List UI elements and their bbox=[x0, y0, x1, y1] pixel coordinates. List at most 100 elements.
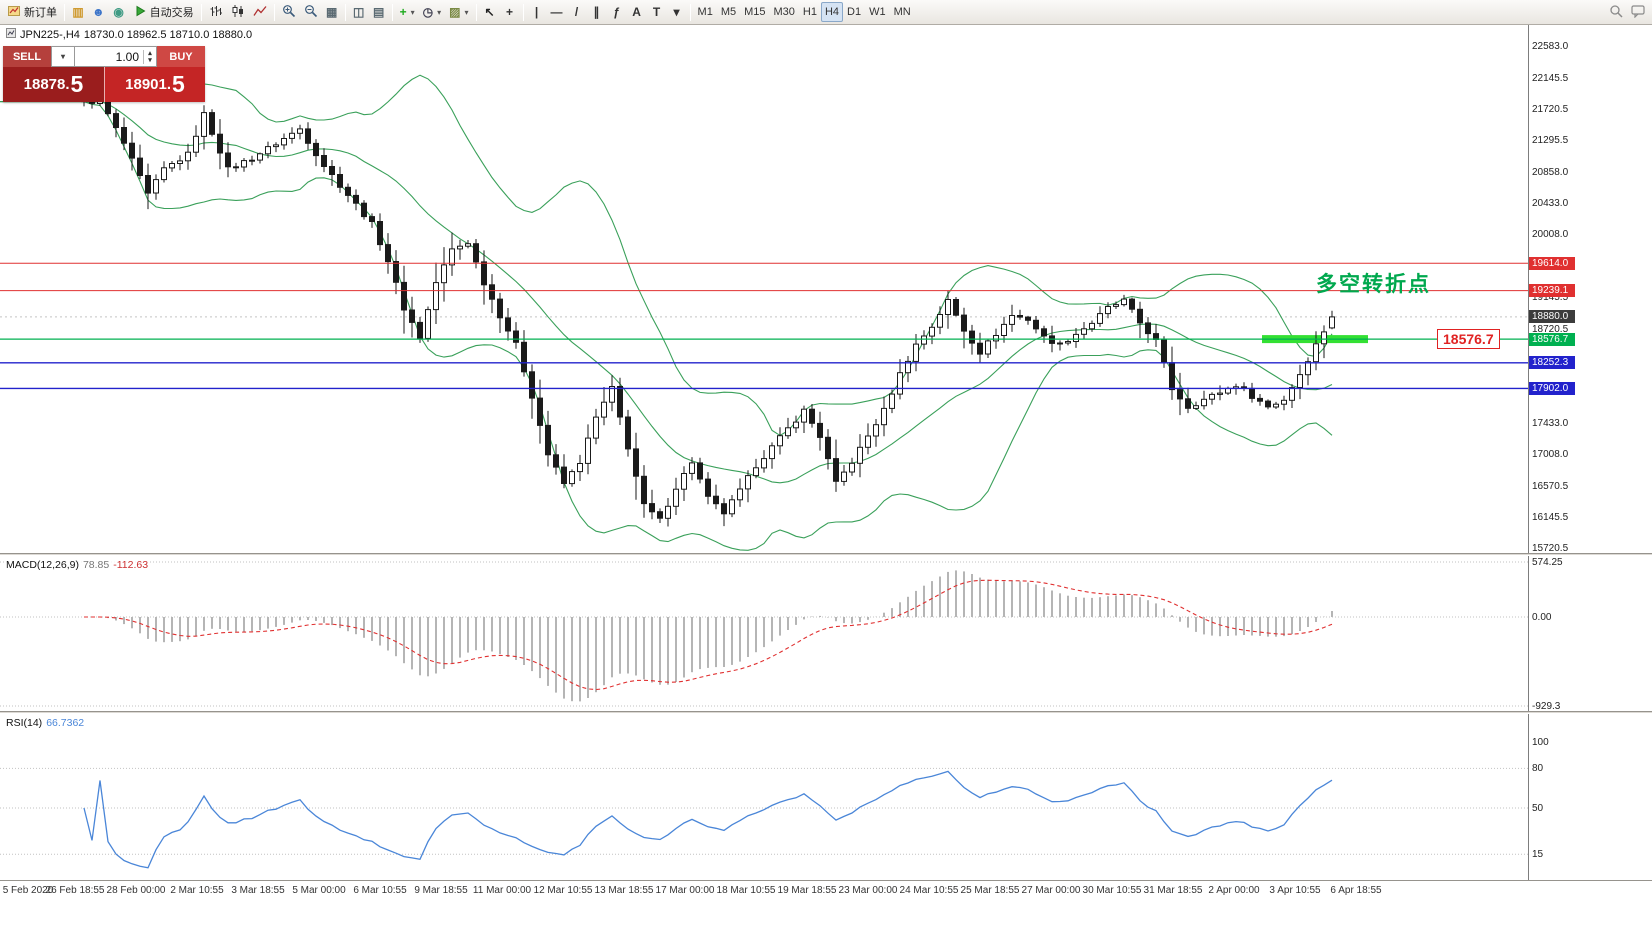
axis-price-tag: 19239.1 bbox=[1529, 284, 1575, 297]
timeframe-mn-button[interactable]: MN bbox=[893, 6, 911, 18]
tile-windows-icon: ◫ bbox=[352, 5, 365, 19]
price-axis-label: 17008.0 bbox=[1532, 449, 1569, 460]
toolbar-separator bbox=[200, 3, 202, 21]
toolbar-separator bbox=[64, 3, 65, 21]
sell-button[interactable]: SELL bbox=[3, 46, 51, 67]
chart-window-icon bbox=[6, 28, 16, 41]
timeframe-m5-button[interactable]: M5 bbox=[720, 6, 737, 18]
zoom-in-button[interactable] bbox=[278, 2, 300, 22]
one-click-trading-panel: SELL ▾ 1.00 ▴ ▾ BUY 18878. 5 18901. 5 bbox=[3, 46, 205, 102]
rsi-axis[interactable]: 100 80 50 15 bbox=[1528, 714, 1652, 880]
panel-splitter[interactable] bbox=[0, 711, 1652, 714]
price-axis-label: 20858.0 bbox=[1532, 167, 1569, 178]
macd-axis[interactable]: 574.25 0.00 -929.3 bbox=[1528, 556, 1652, 712]
volume-spinner[interactable]: ▴ ▾ bbox=[143, 49, 156, 64]
toolbar-right-group bbox=[1605, 2, 1649, 22]
time-axis-label: 5 Feb 2020 bbox=[2, 885, 54, 896]
volume-dropdown[interactable]: ▾ bbox=[51, 46, 75, 67]
sell-price[interactable]: 18878. 5 bbox=[3, 67, 104, 102]
crosshair-button[interactable]: + bbox=[500, 2, 520, 22]
toolbar-separator bbox=[522, 3, 524, 21]
vertical-line-icon: | bbox=[534, 5, 539, 19]
trendline-button[interactable]: / bbox=[567, 2, 587, 22]
channel-button[interactable]: ∥ bbox=[587, 2, 607, 22]
chart-title: JPN225-,H4 18730.0 18962.5 18710.0 18880… bbox=[4, 28, 255, 41]
buy-price-main: 18901. bbox=[125, 76, 172, 93]
profile-button[interactable]: ☻ bbox=[88, 2, 109, 22]
timeframe-w1-button[interactable]: W1 bbox=[869, 6, 886, 18]
fibonacci-button[interactable]: ƒ bbox=[607, 2, 627, 22]
buy-price-big: 5 bbox=[172, 71, 185, 97]
price-axis-label: 22145.5 bbox=[1532, 73, 1569, 84]
price-axis-label: 17433.0 bbox=[1532, 418, 1569, 429]
candlestick-chart-button[interactable] bbox=[227, 2, 249, 22]
templates-button[interactable]: ▨ ▾ bbox=[445, 2, 472, 22]
templates-icon: ▨ bbox=[449, 5, 461, 19]
shapes-button[interactable]: ▾ bbox=[667, 2, 687, 22]
price-axis-label: 21720.5 bbox=[1532, 104, 1569, 115]
deposit-button[interactable]: ▥ bbox=[68, 2, 88, 22]
time-axis-label: 5 Mar 00:00 bbox=[292, 885, 346, 896]
time-axis-label: 12 Mar 10:55 bbox=[533, 885, 593, 896]
price-axis-label: 20008.0 bbox=[1532, 229, 1569, 240]
community-icon: ◉ bbox=[113, 5, 124, 19]
bar-chart-button[interactable] bbox=[205, 2, 227, 22]
rsi-name: RSI(14) bbox=[6, 717, 43, 729]
new-order-label: 新订单 bbox=[24, 7, 57, 19]
rsi-axis-label: 100 bbox=[1532, 737, 1549, 748]
new-order-button[interactable]: 新订单 bbox=[3, 2, 61, 22]
timeframe-d1-button[interactable]: D1 bbox=[847, 6, 862, 18]
volume-field[interactable]: 1.00 ▴ ▾ bbox=[75, 46, 157, 67]
vertical-line-button[interactable]: | bbox=[527, 2, 547, 22]
timeframe-m15-button[interactable]: M15 bbox=[744, 6, 766, 18]
sell-price-main: 18878. bbox=[23, 76, 70, 93]
autotrading-icon bbox=[133, 4, 147, 21]
indicators-button[interactable]: + ▾ bbox=[396, 2, 419, 22]
timeframe-m30-button[interactable]: M30 bbox=[773, 6, 795, 18]
timeframe-h4-button[interactable]: H4 bbox=[820, 2, 844, 22]
panel-splitter[interactable] bbox=[0, 553, 1652, 556]
rsi-axis-label: 80 bbox=[1532, 763, 1544, 774]
search-button[interactable] bbox=[1605, 2, 1627, 22]
label-button[interactable]: T bbox=[647, 2, 667, 22]
horizontal-line-button[interactable]: — bbox=[547, 2, 567, 22]
buy-button[interactable]: BUY bbox=[157, 46, 205, 67]
toolbar: 新订单 ▥ ☻ ◉ 自动交易 ▦ ◫ ▤ + ▾ ◷ ▾ ▨ ▾ ↖ + | — / ∥ ƒ A T ▾ M1 M5 M15 M30 H… bbox=[0, 0, 1652, 25]
autotrading-button[interactable]: 自动交易 bbox=[129, 2, 198, 22]
chat-button[interactable] bbox=[1627, 2, 1649, 22]
price-chart-panel: JPN225-,H4 18730.0 18962.5 18710.0 18880… bbox=[0, 25, 1652, 554]
timeframe-m1-button[interactable]: M1 bbox=[697, 6, 713, 18]
price-axis-label: 15720.5 bbox=[1532, 543, 1569, 554]
crosshair-icon: + bbox=[506, 5, 514, 19]
rsi-chart[interactable] bbox=[0, 714, 1528, 880]
auto-arrange-icon: ▦ bbox=[325, 5, 338, 19]
axis-price-tag: 17902.0 bbox=[1529, 382, 1575, 395]
cascade-windows-button[interactable]: ▤ bbox=[369, 2, 389, 22]
macd-chart[interactable] bbox=[0, 556, 1528, 711]
time-axis-label: 11 Mar 00:00 bbox=[472, 885, 532, 896]
periods-button[interactable]: ◷ ▾ bbox=[419, 2, 446, 22]
trendline-icon: / bbox=[574, 5, 579, 19]
chart-ohlc: 18730.0 18962.5 18710.0 18880.0 bbox=[83, 28, 253, 41]
cursor-button[interactable]: ↖ bbox=[480, 2, 500, 22]
time-axis[interactable]: 5 Feb 2020 26 Feb 18:55 28 Feb 00:00 2 Mar … bbox=[0, 880, 1652, 901]
time-axis-label: 2 Apr 00:00 bbox=[1208, 885, 1260, 896]
time-axis-label: 3 Apr 10:55 bbox=[1269, 885, 1321, 896]
deposit-icon: ▥ bbox=[72, 5, 84, 19]
community-button[interactable]: ◉ bbox=[109, 2, 129, 22]
axis-price-tag: 19614.0 bbox=[1529, 257, 1575, 270]
timeframe-h1-button[interactable]: H1 bbox=[802, 6, 817, 18]
buy-price[interactable]: 18901. 5 bbox=[104, 67, 205, 102]
auto-arrange-button[interactable]: ▦ bbox=[322, 2, 342, 22]
tile-windows-button[interactable]: ◫ bbox=[349, 2, 369, 22]
text-button[interactable]: A bbox=[627, 2, 647, 22]
macd-axis-label: 574.25 bbox=[1532, 557, 1563, 568]
fibonacci-icon: ƒ bbox=[613, 5, 620, 19]
time-axis-label: 26 Feb 18:55 bbox=[45, 885, 105, 896]
zoom-out-button[interactable] bbox=[300, 2, 322, 22]
line-chart-button[interactable] bbox=[249, 2, 271, 22]
rsi-axis-label: 15 bbox=[1532, 849, 1544, 860]
price-chart[interactable] bbox=[0, 25, 1528, 553]
price-axis[interactable]: 22583.0 22145.5 21720.5 21295.5 20858.0 20433… bbox=[1528, 25, 1652, 554]
